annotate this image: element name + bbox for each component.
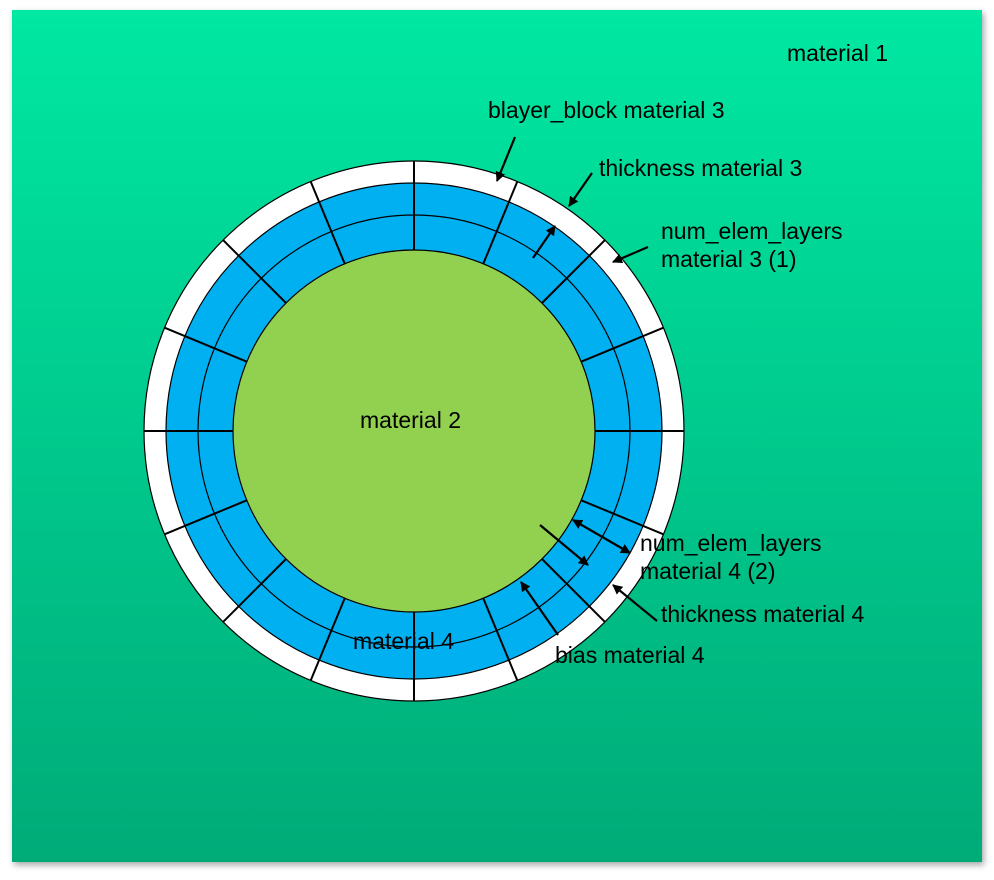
label-bias-m4: bias material 4 — [555, 642, 705, 668]
radial-segment-line — [164, 326, 248, 363]
label-material-1: material 1 — [787, 40, 888, 66]
label-num-elem-m4: num_elem_layers material 4 (2) — [640, 529, 822, 585]
arrow-blayer-block — [495, 136, 517, 182]
radial-lines — [144, 161, 684, 701]
label-material-4: material 4 — [353, 628, 454, 654]
label-num-elem-m3: num_elem_layers material 3 (1) — [661, 217, 843, 273]
label-num-elem-m3-line2: material 3 (1) — [661, 246, 797, 272]
radial-segment-line — [164, 499, 248, 536]
radial-segment-line — [580, 326, 664, 363]
radial-segment-line — [222, 239, 287, 304]
arrow-thickness-m3 — [568, 172, 593, 207]
radial-segment-line — [222, 558, 287, 623]
radial-segment-line — [482, 597, 519, 681]
arrows — [495, 136, 658, 636]
radial-segment-line — [309, 597, 346, 681]
arrow-bias-m4 — [520, 581, 559, 636]
radial-segment-line — [541, 558, 606, 623]
arrow-num-elem-m3 — [612, 245, 649, 264]
radial-segment-line — [482, 181, 519, 265]
label-thickness-m4: thickness material 4 — [661, 601, 865, 627]
label-num-elem-m3-line1: num_elem_layers — [661, 218, 843, 244]
arrow-inner-m3 — [532, 225, 556, 259]
arrow-thickness-m4 — [612, 584, 658, 622]
label-blayer-block-m3: blayer_block material 3 — [488, 97, 725, 123]
radial-segment-line — [309, 181, 346, 265]
label-num-elem-m4-line1: num_elem_layers — [640, 530, 822, 556]
radial-segment-line — [580, 499, 664, 536]
label-material-2: material 2 — [360, 407, 461, 433]
label-num-elem-m4-line2: material 4 (2) — [640, 558, 776, 584]
radial-segment-line — [541, 239, 606, 304]
arrow-num-elem-m4 — [539, 524, 589, 566]
arrow-num-elem-m4-double — [572, 519, 631, 554]
label-thickness-m3: thickness material 3 — [599, 155, 803, 181]
